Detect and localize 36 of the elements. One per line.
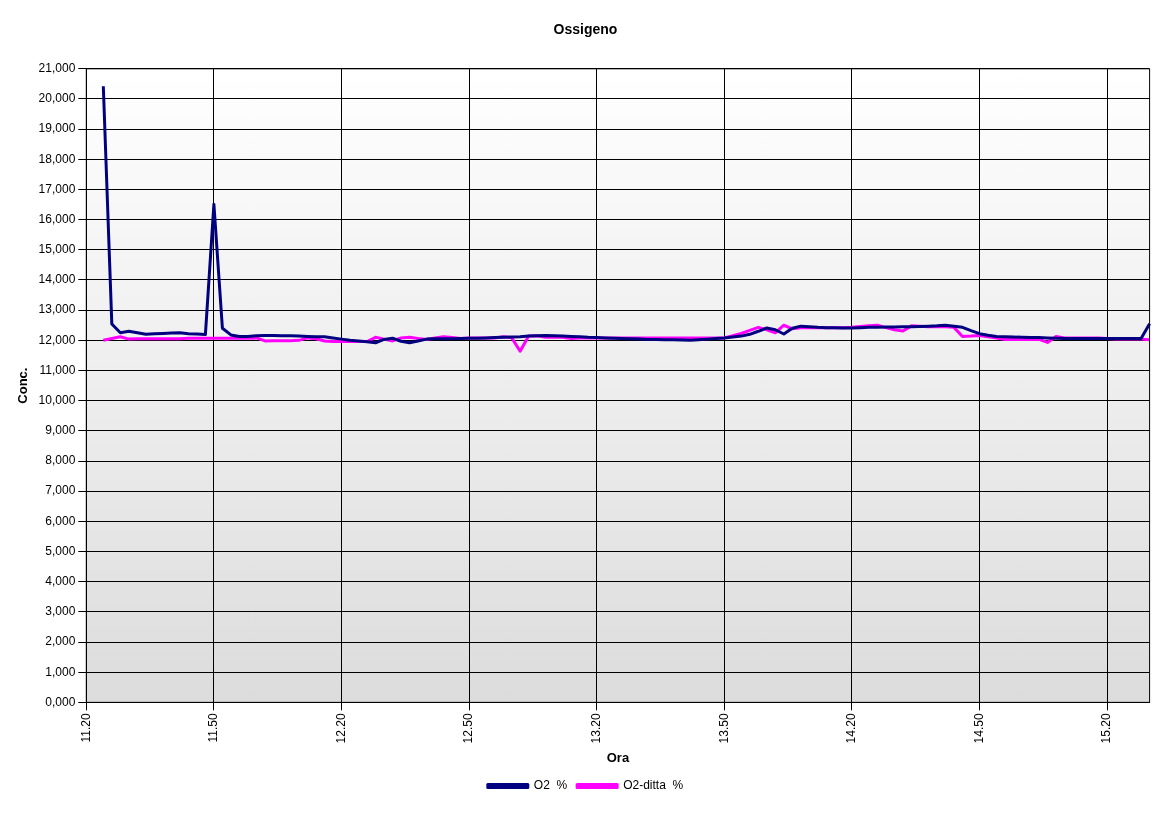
y-tick-label: 12,000 xyxy=(38,332,76,347)
x-tick-label: 14.20 xyxy=(844,713,859,744)
y-tick-label: 6,000 xyxy=(45,513,76,528)
y-tick-label: 10,000 xyxy=(38,392,76,407)
y-tick-label: 0,000 xyxy=(45,694,76,709)
y-tick-label: 2,000 xyxy=(45,634,76,649)
chart-title: Ossigeno xyxy=(553,21,618,38)
x-tick-label: 13.20 xyxy=(589,713,603,744)
y-tick-label: 7,000 xyxy=(45,483,76,498)
y-tick-label: 17,000 xyxy=(38,181,76,196)
x-tick-label: 12.20 xyxy=(333,713,348,744)
y-tick-label: 11,000 xyxy=(39,362,76,377)
y-tick-label: 4,000 xyxy=(45,574,76,588)
legend-label: O2-ditta % xyxy=(623,778,684,793)
y-tick-label: 9,000 xyxy=(45,423,76,438)
y-tick-label: 1,000 xyxy=(45,664,76,679)
y-tick-label: 15,000 xyxy=(38,242,76,257)
x-tick-label: 15.20 xyxy=(1099,713,1114,744)
x-tick-label: 12.50 xyxy=(461,713,476,744)
x-tick-label: 11.20 xyxy=(78,713,93,743)
y-tick-label: 8,000 xyxy=(45,453,76,468)
x-tick-label: 11.50 xyxy=(206,713,221,743)
legend-label: O2 % xyxy=(533,778,568,793)
y-tick-label: 19,000 xyxy=(38,121,76,136)
x-axis-title: Ora xyxy=(606,749,630,765)
x-tick-label: 14.50 xyxy=(971,713,986,744)
y-tick-label: 5,000 xyxy=(45,543,76,558)
y-tick-label: 3,000 xyxy=(45,604,76,619)
y-tick-label: 13,000 xyxy=(38,302,76,317)
y-tick-label: 20,000 xyxy=(38,91,76,106)
y-tick-label: 21,000 xyxy=(38,61,76,76)
y-axis-title: Conc. xyxy=(15,367,31,404)
y-tick-label: 14,000 xyxy=(38,272,76,287)
y-tick-label: 18,000 xyxy=(38,151,76,166)
y-tick-label: 16,000 xyxy=(38,211,76,226)
x-tick-label: 13.50 xyxy=(716,713,731,744)
